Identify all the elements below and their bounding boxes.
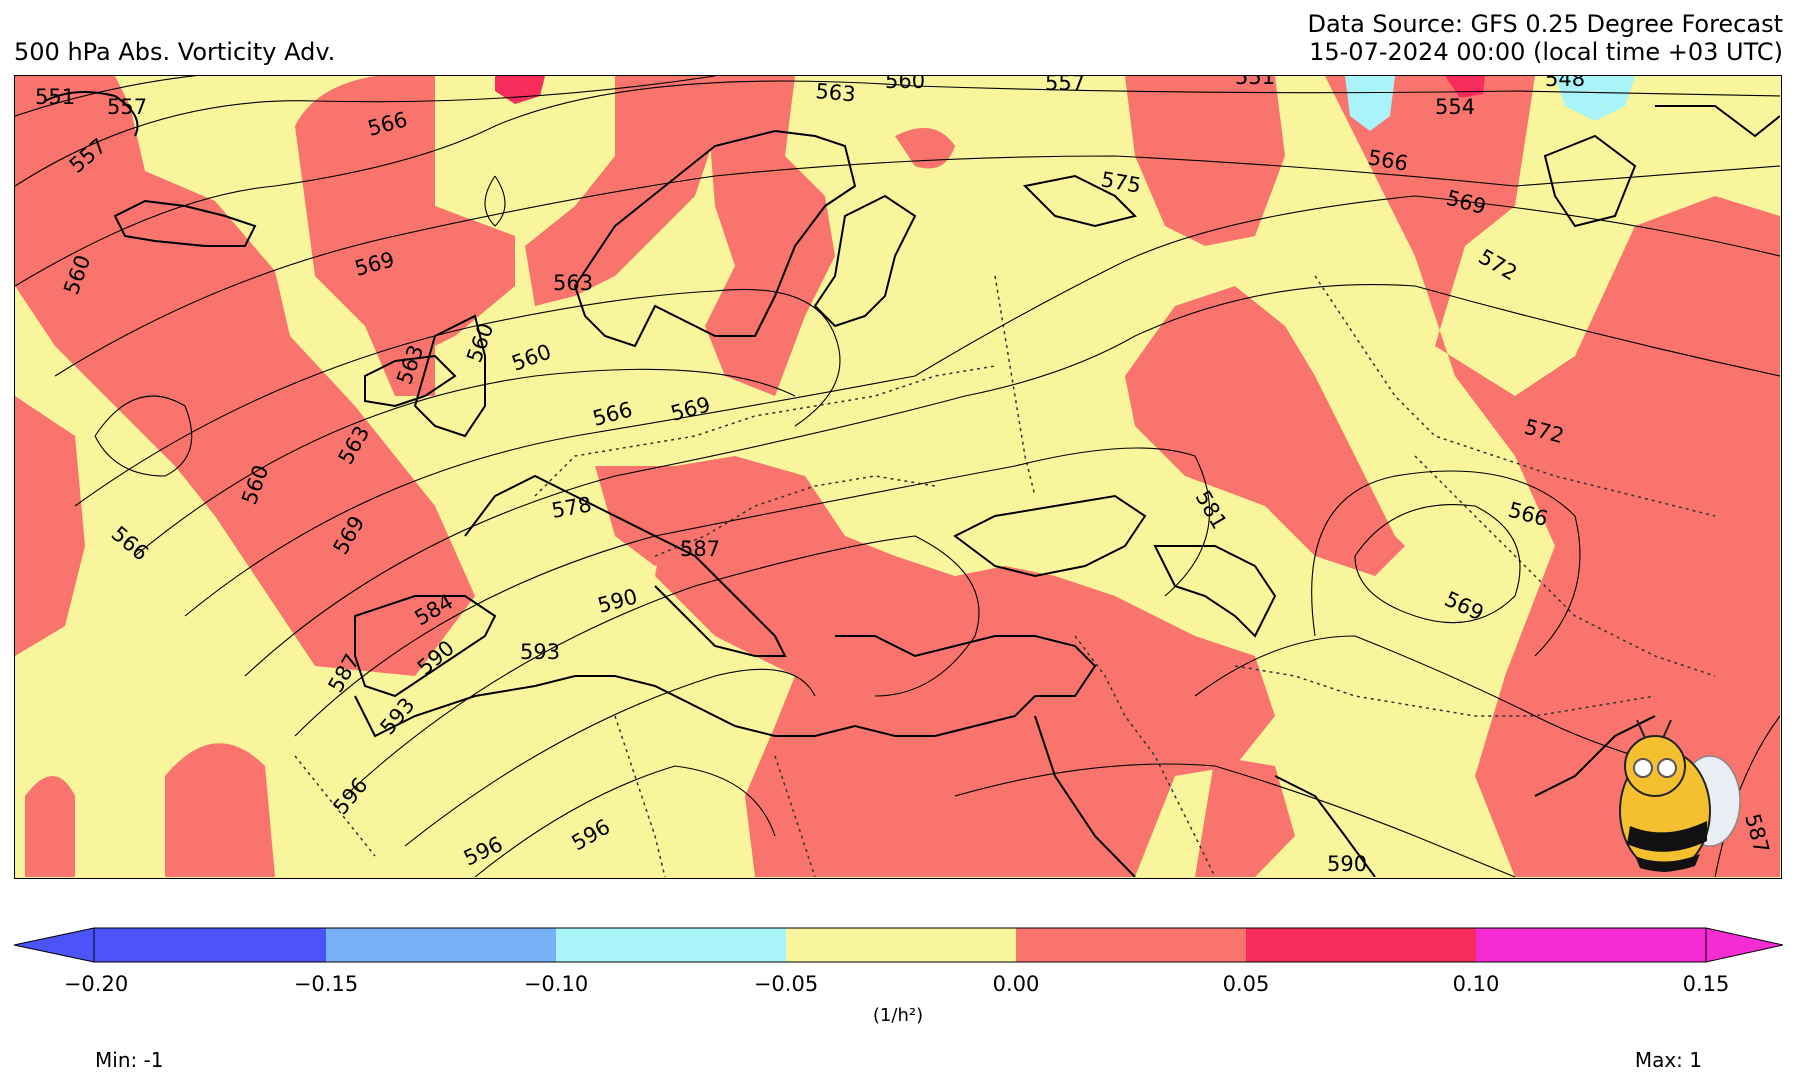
contour-label: 548	[1545, 76, 1585, 91]
contour-label: 587	[680, 537, 720, 561]
colorbar-bin	[326, 928, 556, 962]
height-contours	[15, 76, 1780, 877]
min-value-label: Min: -1	[95, 1048, 164, 1072]
coastlines	[44, 91, 1780, 877]
contour-label: 557	[107, 95, 147, 119]
contour-label: 563	[553, 271, 593, 295]
colorbar-extend-max	[1705, 927, 1784, 963]
map-title: 500 hPa Abs. Vorticity Adv.	[14, 38, 336, 66]
colorbar-tick: −0.10	[523, 972, 589, 996]
colorbar-bin	[786, 928, 1016, 962]
contour-label: 590	[1327, 852, 1367, 876]
contour-label: 551	[35, 85, 75, 109]
colorbar-tick: 0.00	[992, 972, 1040, 996]
contour-label: 563	[815, 79, 857, 106]
colorbar-tick: 0.15	[1682, 972, 1730, 996]
bee-logo	[1619, 719, 1741, 872]
max-value-label: Max: 1	[1634, 1048, 1702, 1072]
data-source-label: Data Source: GFS 0.25 Degree Forecast	[1307, 10, 1783, 38]
contour-label: 560	[885, 76, 925, 93]
contour-label: 557	[1045, 76, 1085, 95]
contour-label: 551	[1235, 76, 1275, 89]
colorbar-tick: −0.05	[753, 972, 819, 996]
country-borders	[294, 275, 1716, 877]
strong-positive-areas	[495, 76, 1485, 104]
colorbar-bin	[1246, 928, 1476, 962]
colorbar-bin	[556, 928, 786, 962]
colorbar-tick: 0.10	[1452, 972, 1500, 996]
colorbar-tick: 0.05	[1222, 972, 1270, 996]
colorbar-bin	[1016, 928, 1246, 962]
valid-time-label: 15-07-2024 00:00 (local time +03 UTC)	[1309, 38, 1783, 66]
negative-advection-areas	[1345, 76, 1635, 131]
vorticity-map[interactable]: 551 557 557 566 560 569 563 560 560 563 …	[14, 75, 1782, 879]
colorbar-tick: −0.15	[293, 972, 359, 996]
colorbar-bin	[94, 928, 326, 962]
colorbar-unit: (1/h²)	[872, 1005, 924, 1026]
colorbar-bin	[1476, 928, 1706, 962]
colorbar	[13, 927, 1784, 963]
contour-label: 593	[520, 640, 560, 664]
contour-label: 554	[1435, 95, 1475, 119]
colorbar-extend-min	[13, 927, 95, 963]
colorbar-tick: −0.20	[63, 972, 129, 996]
